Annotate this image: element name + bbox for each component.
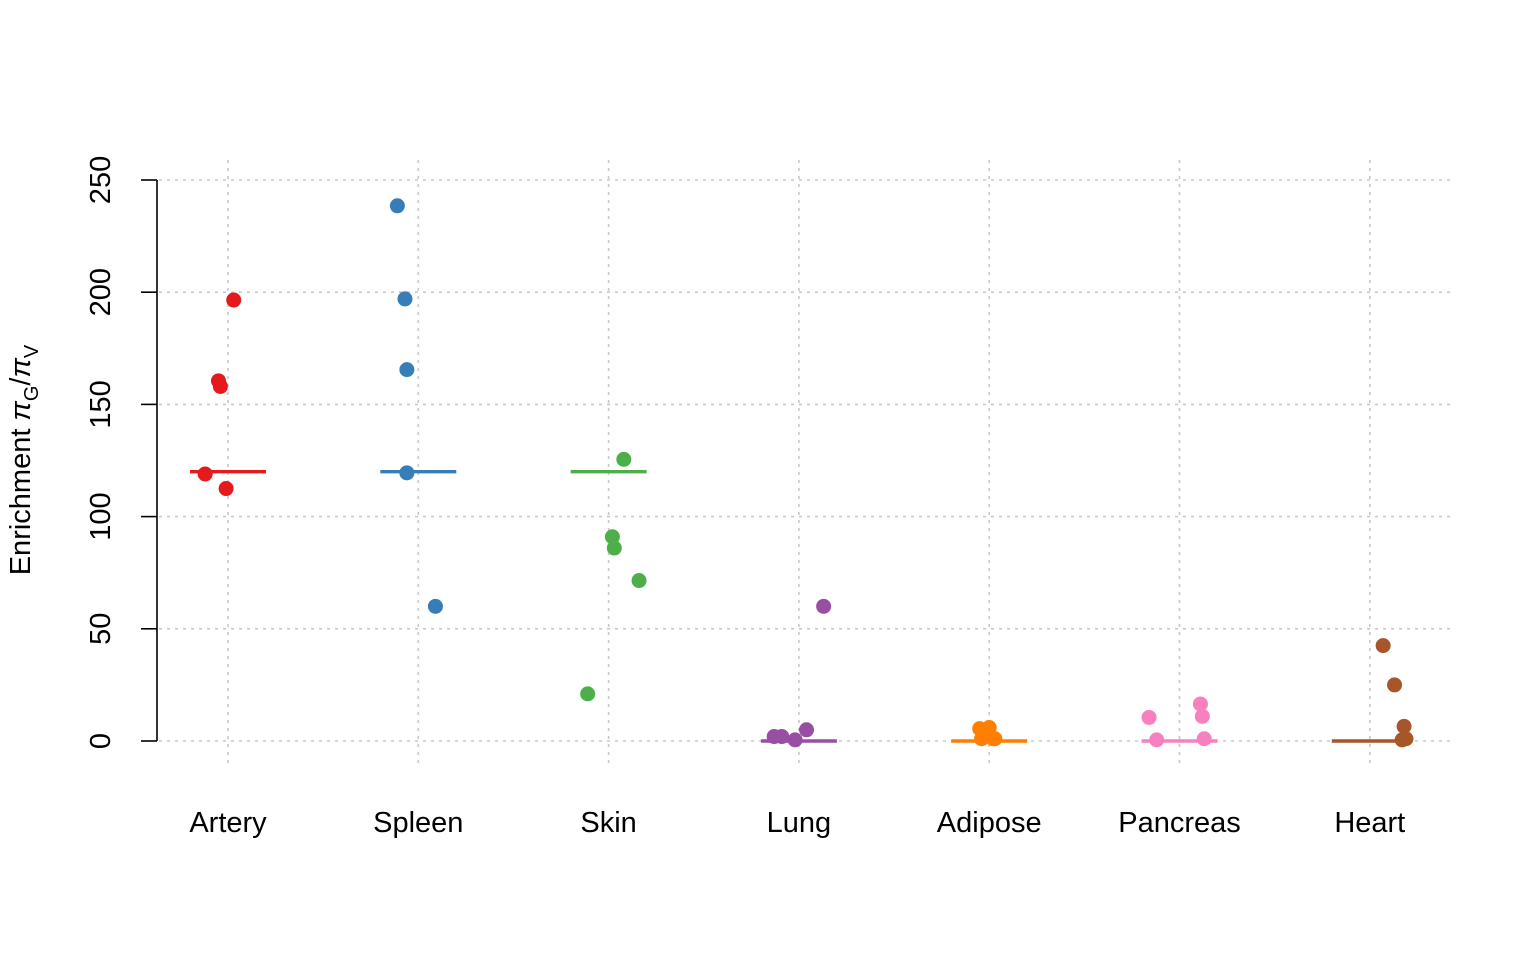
data-point bbox=[226, 292, 242, 308]
data-point bbox=[1375, 638, 1391, 654]
data-point bbox=[787, 732, 803, 748]
x-category-label: Heart bbox=[1334, 807, 1405, 839]
y-tick-label: 150 bbox=[85, 380, 117, 428]
data-point bbox=[974, 731, 990, 747]
data-point bbox=[1396, 718, 1412, 734]
data-point bbox=[604, 529, 620, 545]
y-tick-label: 200 bbox=[85, 268, 117, 316]
data-point bbox=[987, 731, 1003, 747]
data-point bbox=[389, 198, 405, 214]
y-tick-label: 100 bbox=[85, 492, 117, 540]
x-category-label: Artery bbox=[189, 807, 267, 839]
grid-lines bbox=[159, 160, 1455, 765]
data-point bbox=[218, 481, 234, 497]
y-axis: 0 50 100 150 200 250 bbox=[85, 156, 158, 749]
data-points bbox=[197, 198, 1414, 748]
data-point bbox=[1149, 732, 1165, 748]
data-point bbox=[1196, 731, 1212, 747]
data-point bbox=[1192, 696, 1208, 712]
x-category-label: Skin bbox=[580, 807, 636, 839]
data-point bbox=[397, 291, 413, 307]
data-point bbox=[399, 362, 415, 378]
data-point bbox=[1141, 709, 1157, 725]
y-tick-label: 250 bbox=[85, 156, 117, 204]
y-tick-label: 0 bbox=[85, 733, 117, 749]
data-point bbox=[580, 686, 596, 702]
data-point bbox=[616, 451, 632, 467]
data-point bbox=[799, 722, 815, 738]
data-point bbox=[212, 378, 228, 394]
data-point bbox=[399, 465, 415, 481]
x-category-label: Adipose bbox=[937, 807, 1042, 839]
data-point bbox=[606, 540, 622, 556]
data-point bbox=[1387, 677, 1403, 693]
data-point bbox=[774, 729, 790, 745]
x-category-label: Spleen bbox=[373, 807, 463, 839]
data-point bbox=[197, 466, 213, 482]
y-tick-label: 50 bbox=[85, 613, 117, 645]
data-point bbox=[816, 598, 832, 614]
data-point bbox=[1394, 732, 1410, 748]
data-point bbox=[1194, 708, 1210, 724]
y-axis-label: Enrichment πG/πV bbox=[5, 344, 43, 575]
x-category-label: Lung bbox=[767, 807, 832, 839]
data-point bbox=[427, 598, 443, 614]
data-point bbox=[631, 573, 647, 589]
x-category-labels: Artery Spleen Skin Lung Adipose Pancreas Heart bbox=[189, 807, 1405, 839]
x-category-label: Pancreas bbox=[1118, 807, 1241, 839]
